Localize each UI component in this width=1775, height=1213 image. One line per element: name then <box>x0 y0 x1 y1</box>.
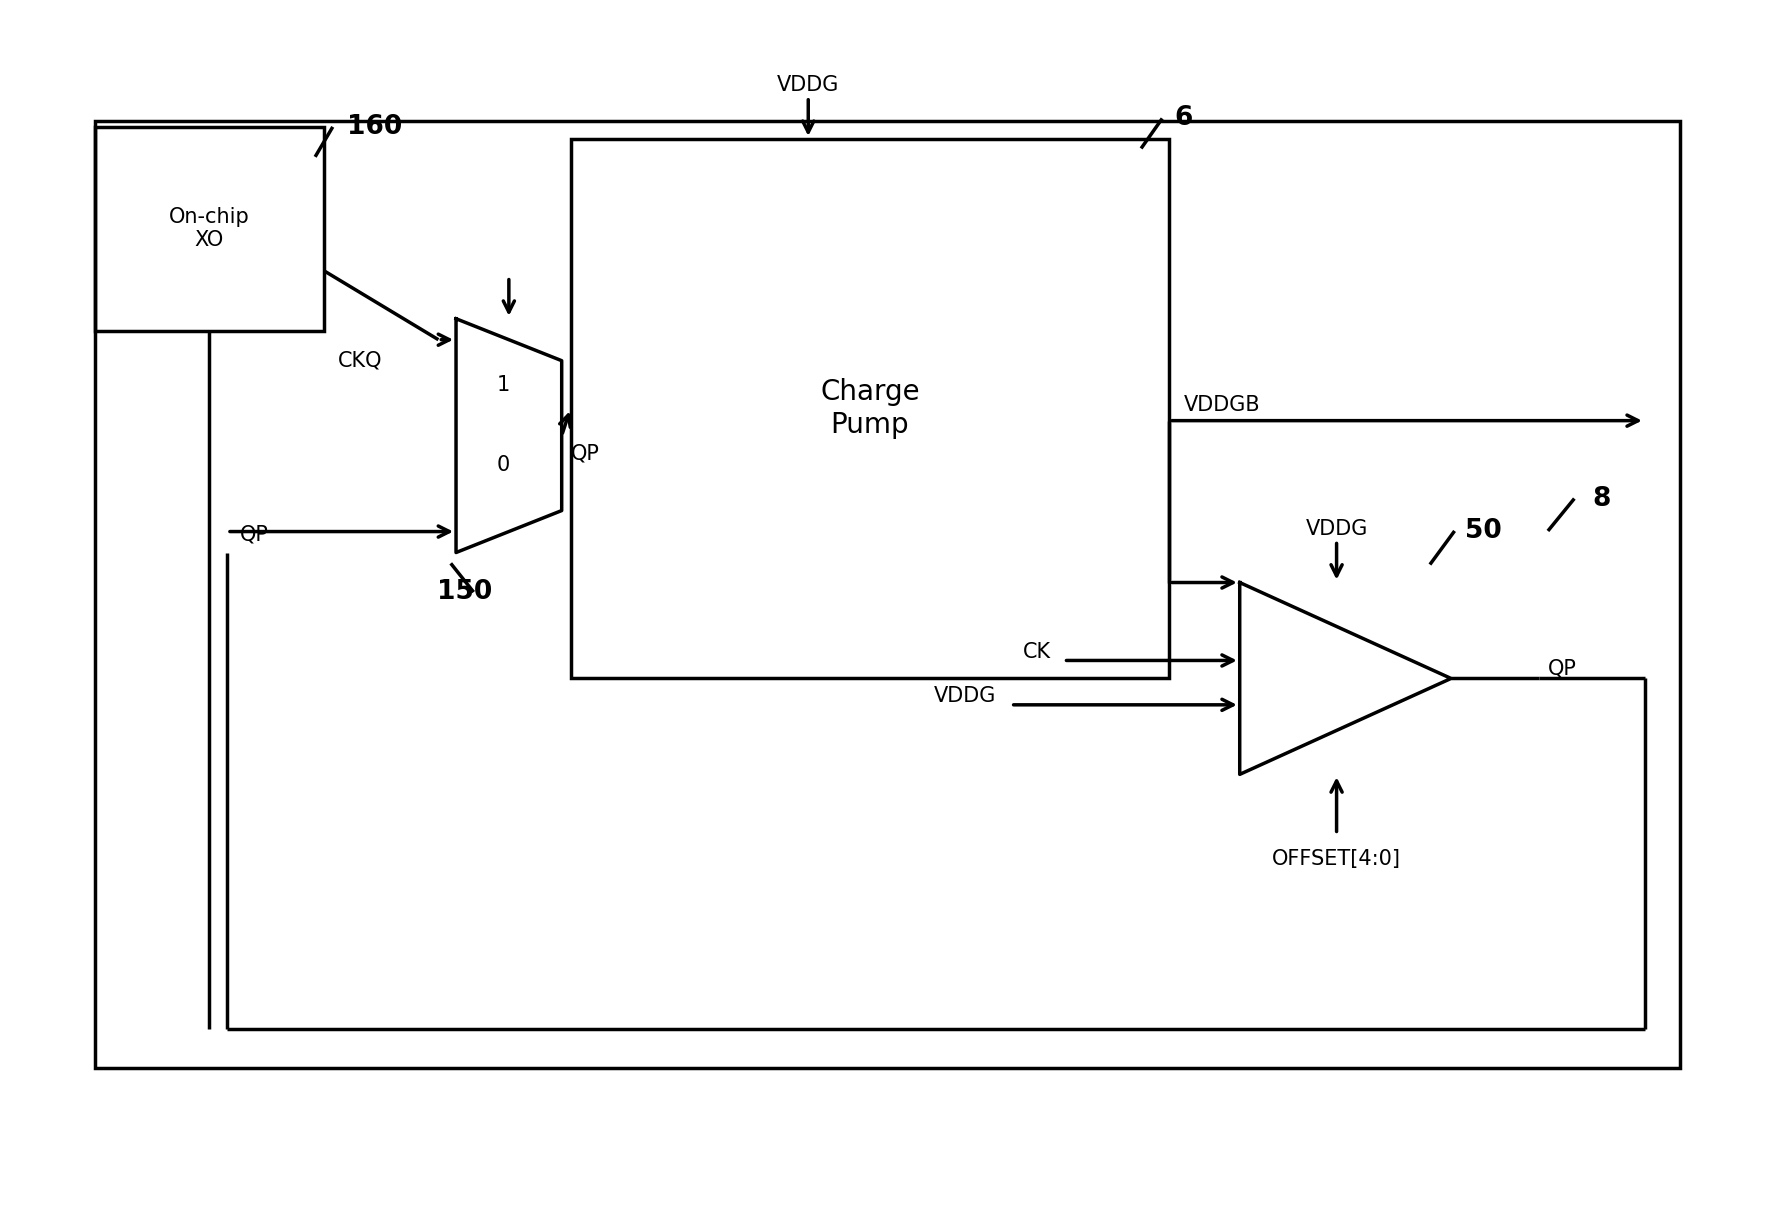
Text: 150: 150 <box>437 579 492 605</box>
Bar <box>570 138 1170 678</box>
Text: CK: CK <box>1022 642 1051 662</box>
Text: QP: QP <box>240 524 268 545</box>
Bar <box>96 127 325 331</box>
Text: 6: 6 <box>1175 106 1193 131</box>
Text: 160: 160 <box>346 114 403 139</box>
Text: OFFSET[4:0]: OFFSET[4:0] <box>1273 849 1400 869</box>
Text: On-chip
XO: On-chip XO <box>169 207 250 250</box>
Text: VDDG: VDDG <box>1305 519 1369 539</box>
Text: 0: 0 <box>497 455 509 475</box>
Text: QP: QP <box>570 443 600 463</box>
Text: QP: QP <box>1548 659 1576 679</box>
Text: Charge
Pump: Charge Pump <box>820 378 919 439</box>
Bar <box>96 121 1679 1069</box>
Text: 1: 1 <box>497 375 509 394</box>
Text: VDDG: VDDG <box>777 75 840 95</box>
Text: 8: 8 <box>1592 485 1610 512</box>
Text: CKQ: CKQ <box>337 351 383 371</box>
Text: VDDGB: VDDGB <box>1184 395 1260 415</box>
Text: 50: 50 <box>1464 518 1502 543</box>
Text: VDDG: VDDG <box>934 687 998 706</box>
